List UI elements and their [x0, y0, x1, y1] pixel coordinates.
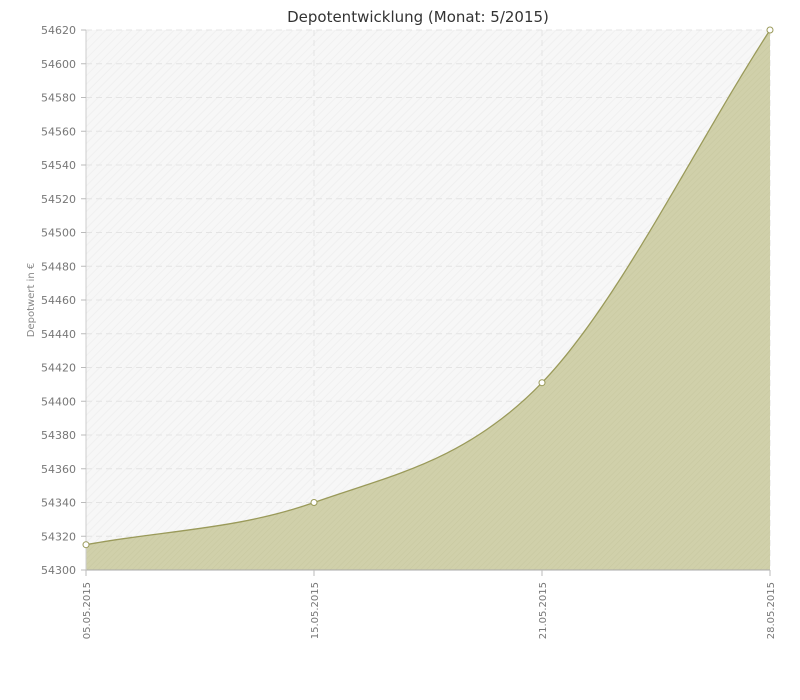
- y-tick-label: 54320: [41, 530, 76, 543]
- x-tick-labels: 05.05.2015 15.05.2015 21.05.2015 28.05.2015: [82, 570, 777, 639]
- data-point: [766, 26, 774, 34]
- y-tick-label: 54480: [41, 260, 76, 273]
- data-point: [82, 541, 90, 549]
- y-tick-label: 54420: [41, 362, 76, 375]
- y-tick-label: 54340: [41, 497, 76, 510]
- y-tick-label: 54440: [41, 328, 76, 341]
- y-tick-label: 54600: [41, 58, 76, 71]
- y-axis-label: Depotwert in €: [26, 263, 37, 337]
- y-tick-label: 54460: [41, 294, 76, 307]
- y-tick-label: 54380: [41, 429, 76, 442]
- y-tick-label: 54400: [41, 395, 76, 408]
- data-point: [310, 499, 318, 506]
- y-tick-label: 54540: [41, 159, 76, 172]
- x-tick-label: 15.05.2015: [310, 582, 321, 639]
- y-tick-label: 54360: [41, 463, 76, 476]
- y-tick-label: 54500: [41, 227, 76, 240]
- y-tick-label: 54560: [41, 125, 76, 138]
- y-tick-label: 54580: [41, 92, 76, 105]
- chart-title: Depotentwicklung (Monat: 5/2015): [287, 8, 549, 26]
- y-tick-label: 54620: [41, 24, 76, 37]
- y-tick-label: 54300: [41, 564, 76, 577]
- x-tick-label: 05.05.2015: [82, 582, 93, 639]
- area-series: [86, 30, 770, 570]
- data-points: [82, 26, 774, 549]
- y-tick-labels: 54300 54320 54340 54360 54380 54400 54420 54440…: [41, 24, 86, 577]
- data-point: [538, 379, 546, 387]
- x-tick-label: 21.05.2015: [538, 582, 549, 639]
- x-tick-label: 28.05.2015: [766, 582, 777, 639]
- series-line: [85, 29, 771, 546]
- y-tick-label: 54520: [41, 193, 76, 206]
